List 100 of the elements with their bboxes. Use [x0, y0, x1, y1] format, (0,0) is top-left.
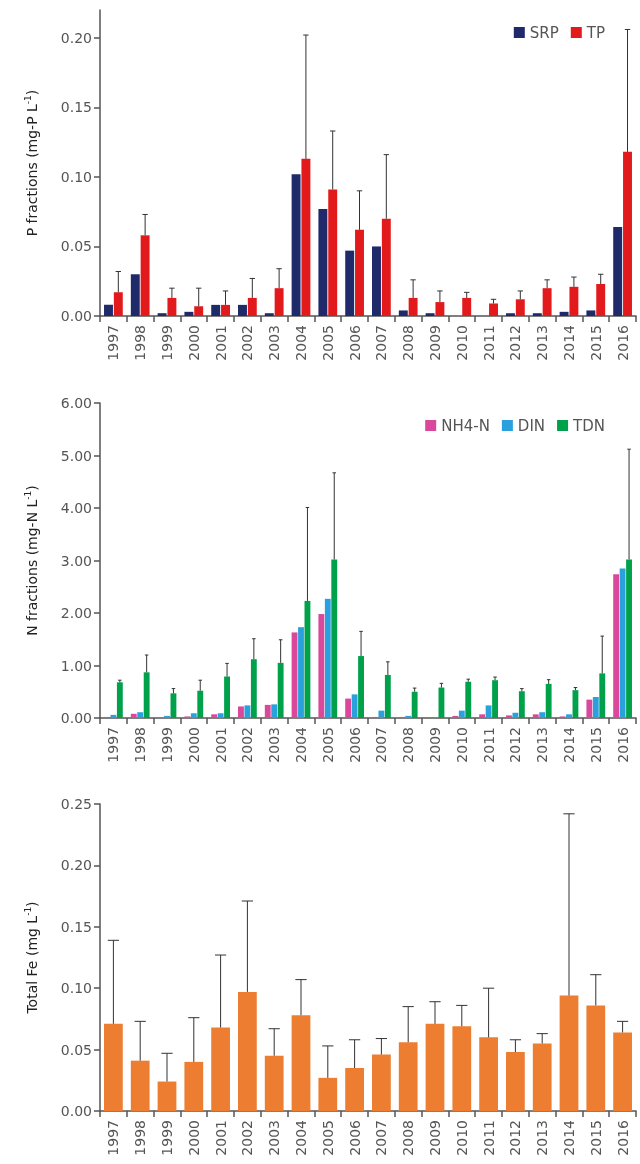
y-tick-label: 0.15 — [60, 918, 92, 935]
legend-label: SRP — [529, 23, 559, 42]
y-tick-label: 0.05 — [60, 238, 92, 255]
y-tick-label: 1.00 — [60, 657, 92, 674]
bar — [586, 699, 593, 718]
bar — [405, 715, 412, 718]
bar — [539, 712, 546, 718]
bar — [613, 1032, 632, 1111]
x-tick-label: 2005 — [319, 325, 336, 361]
bar — [398, 310, 408, 316]
bar — [626, 559, 632, 718]
x-tick-label: 2011 — [480, 325, 497, 361]
x-tick-label: 2002 — [239, 727, 256, 763]
bar — [211, 1027, 230, 1111]
bar — [592, 697, 599, 718]
x-tick-label: 2013 — [534, 1120, 551, 1156]
bar — [211, 714, 218, 718]
x-tick-label: 2008 — [400, 727, 417, 763]
x-tick-label: 2006 — [346, 324, 363, 361]
x-tick-label: 1998 — [132, 325, 149, 361]
x-tick-label: 2016 — [614, 324, 631, 361]
bar — [566, 714, 572, 718]
bar — [318, 208, 328, 316]
bar — [318, 614, 325, 718]
bar — [425, 1023, 445, 1111]
bar — [157, 1081, 177, 1111]
x-tick-label: 1997 — [105, 325, 122, 361]
bar — [137, 712, 144, 718]
x-tick-label: 2009 — [427, 325, 443, 361]
bar — [184, 311, 194, 316]
bar — [569, 286, 579, 316]
bar — [515, 299, 525, 316]
bar — [623, 151, 632, 316]
x-tick-label: 1999 — [159, 325, 175, 361]
bar — [197, 690, 204, 718]
x-tick-label: 1997 — [105, 727, 122, 763]
y-tick-label: 0.20 — [60, 857, 92, 874]
x-tick-label: 2013 — [534, 727, 551, 763]
y-tick-label: 0.10 — [60, 980, 92, 997]
bar — [492, 680, 498, 718]
bar — [291, 174, 301, 316]
bar — [506, 715, 512, 718]
bar — [485, 705, 492, 718]
bar — [110, 714, 117, 718]
bar — [217, 713, 224, 718]
bar — [104, 304, 113, 316]
bar — [358, 656, 364, 718]
x-tick-label: 2004 — [293, 1119, 309, 1156]
x-tick-label: 2001 — [212, 325, 229, 361]
x-tick-label: 2003 — [266, 325, 283, 361]
bar — [458, 710, 465, 718]
x-tick-label: 2004 — [293, 324, 309, 361]
bar — [462, 297, 472, 316]
x-tick-label: 2009 — [427, 1120, 443, 1156]
x-tick-label: 2000 — [185, 727, 202, 763]
y-tick-label: 0.25 — [60, 796, 92, 812]
y-tick-label: 0.00 — [60, 1103, 92, 1119]
bar — [518, 691, 525, 718]
bar — [194, 306, 204, 316]
bar — [140, 235, 150, 316]
x-tick-label: 2012 — [507, 1120, 524, 1156]
x-tick-label: 2013 — [534, 325, 551, 361]
x-tick-label: 2011 — [480, 1120, 497, 1156]
bar — [345, 1068, 364, 1111]
bar — [619, 568, 626, 718]
bar — [435, 302, 445, 316]
bar — [250, 659, 257, 718]
x-tick-label: 2008 — [400, 325, 417, 361]
x-tick-label: 2008 — [400, 1120, 417, 1156]
x-tick-label: 2000 — [185, 1120, 202, 1156]
bar — [143, 672, 150, 718]
x-tick-label: 2006 — [346, 726, 363, 763]
bar — [130, 713, 137, 718]
legend-label: NH4-N — [441, 416, 490, 435]
bar — [586, 310, 596, 316]
bar — [512, 712, 519, 718]
x-tick-label: 2010 — [453, 1120, 470, 1156]
bar — [559, 995, 579, 1111]
bar — [157, 313, 167, 316]
bar — [586, 1005, 606, 1111]
bar — [542, 288, 552, 316]
x-tick-label: 2010 — [453, 727, 470, 763]
bar — [277, 662, 284, 718]
bar — [301, 158, 311, 316]
x-tick-label: 1999 — [159, 1120, 175, 1156]
x-tick-label: 2015 — [587, 325, 604, 361]
bar — [211, 304, 221, 316]
legend-label: DIN — [517, 416, 546, 435]
x-tick-label: 2009 — [427, 727, 443, 763]
y-tick-label: 4.00 — [60, 500, 92, 516]
bar — [384, 674, 391, 718]
x-tick-label: 2012 — [507, 325, 524, 361]
bar — [532, 1043, 552, 1111]
bar — [318, 1077, 338, 1111]
bar — [613, 574, 620, 718]
bar — [355, 229, 364, 316]
bar — [351, 694, 358, 718]
bar — [271, 704, 278, 718]
bar — [489, 303, 498, 316]
x-tick-label: 2014 — [561, 1119, 577, 1156]
